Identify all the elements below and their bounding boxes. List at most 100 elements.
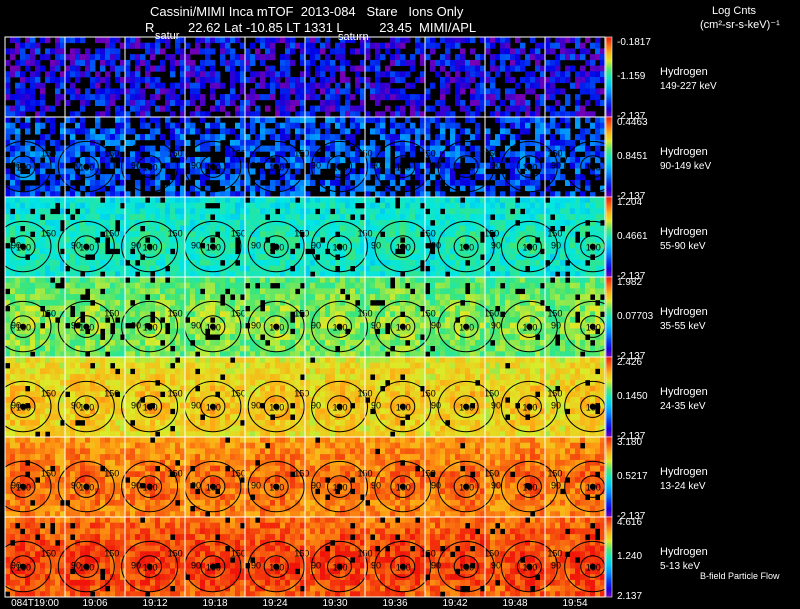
spectrogram-pixel	[265, 328, 271, 335]
spectrogram-pixel	[35, 59, 41, 66]
spectrogram-pixel	[70, 168, 76, 175]
spectrogram-pixel	[45, 219, 51, 226]
spectrogram-pixel	[155, 122, 161, 129]
spectrogram-pixel	[405, 351, 411, 358]
spectrogram-pixel	[510, 242, 516, 249]
spectrogram-pixel	[95, 54, 101, 61]
spectrogram-pixel	[345, 77, 351, 84]
spectrogram-pixel	[250, 265, 256, 272]
spectrogram-pixel	[155, 231, 161, 238]
spectrogram-pixel	[570, 265, 576, 272]
spectrogram-pixel	[150, 259, 156, 266]
spectrogram-pixel	[130, 225, 136, 232]
spectrogram-pixel	[285, 157, 291, 164]
spectrogram-pixel	[445, 294, 451, 301]
spectrogram-pixel	[135, 179, 141, 186]
spectrogram-pixel	[560, 88, 566, 95]
spectrogram-pixel	[125, 65, 131, 72]
spectrogram-pixel	[575, 197, 581, 204]
spectrogram-pixel	[120, 282, 126, 289]
spectrogram-pixel	[270, 71, 276, 78]
spectrogram-pixel	[565, 237, 571, 244]
spectrogram-pixel	[455, 311, 461, 318]
spectrogram-pixel	[355, 111, 361, 118]
spectrogram-pixel	[150, 65, 156, 72]
spectrogram-pixel	[265, 197, 271, 204]
spectrogram-pixel	[240, 334, 246, 341]
spectrogram-pixel	[115, 151, 121, 158]
spectrogram-pixel	[25, 145, 31, 152]
spectrogram-pixel	[310, 288, 316, 295]
spectrogram-pixel	[175, 271, 181, 278]
spectrogram-pixel	[525, 82, 531, 89]
spectrogram-pixel	[555, 99, 561, 106]
spectrogram-pixel	[140, 345, 146, 352]
spectrogram-pixel	[285, 94, 291, 101]
spectrogram-pixel	[100, 145, 106, 152]
spectrogram-pixel	[570, 214, 576, 221]
spectrogram-pixel	[105, 334, 111, 341]
spectrogram-pixel	[225, 145, 231, 152]
spectrogram-pixel	[190, 277, 196, 284]
spectrogram-pixel	[290, 174, 296, 181]
spectrogram-pixel	[110, 254, 116, 261]
spectrogram-pixel	[220, 82, 226, 89]
spectrogram-pixel	[365, 237, 371, 244]
spectrogram-pixel	[505, 202, 511, 209]
spectrogram-pixel	[290, 282, 296, 289]
spectrogram-pixel	[250, 139, 256, 146]
spectrogram-pixel	[525, 214, 531, 221]
spectrogram-pixel	[30, 214, 36, 221]
spectrogram-pixel	[160, 37, 166, 44]
spectrogram-pixel	[380, 117, 386, 124]
spectrogram-pixel	[385, 288, 391, 295]
spectrogram-pixel	[450, 282, 456, 289]
spectrogram-pixel	[390, 128, 396, 135]
spectrogram-pixel	[390, 122, 396, 129]
spectrogram-pixel	[410, 242, 416, 249]
spectrogram-pixel	[100, 311, 106, 318]
spectrogram-pixel	[585, 99, 591, 106]
spectrogram-pixel	[595, 225, 601, 232]
spectrogram-pixel	[115, 71, 121, 78]
spectrogram-pixel	[345, 351, 351, 358]
spectrogram-pixel	[280, 248, 286, 255]
spectrogram-pixel	[145, 248, 151, 255]
spectrogram-pixel	[280, 111, 286, 118]
spectrogram-pixel	[30, 294, 36, 301]
spectrogram-pixel	[365, 231, 371, 238]
spectrogram-pixel	[410, 94, 416, 101]
spectrogram-pixel	[45, 77, 51, 84]
spectrogram-pixel	[215, 99, 221, 106]
spectrogram-pixel	[15, 168, 21, 175]
spectrogram-pixel	[15, 162, 21, 169]
spectrogram-pixel	[320, 219, 326, 226]
spectrogram-pixel	[490, 77, 496, 84]
spectrogram-pixel	[455, 277, 461, 284]
spectrogram-pixel	[160, 351, 166, 358]
spectrogram-pixel	[90, 197, 96, 204]
spectrogram-pixel	[350, 65, 356, 72]
spectrogram-pixel	[440, 317, 446, 324]
spectrogram-pixel	[155, 219, 161, 226]
spectrogram-pixel	[465, 294, 471, 301]
spectrogram-pixel	[60, 254, 66, 261]
spectrogram-pixel	[600, 128, 606, 135]
spectrogram-pixel	[90, 202, 96, 209]
spectrogram-pixel	[130, 88, 136, 95]
spectrogram-pixel	[320, 271, 326, 278]
spectrogram-pixel	[290, 162, 296, 169]
spectrogram-pixel	[90, 134, 96, 141]
spectrogram-pixel	[460, 339, 466, 346]
spectrogram-pixel	[30, 322, 36, 329]
spectrogram-pixel	[360, 168, 366, 175]
spectrogram-pixel	[65, 248, 71, 255]
spectrogram-pixel	[520, 271, 526, 278]
spectrogram-pixel	[130, 305, 136, 312]
spectrogram-pixel	[550, 168, 556, 175]
spectrogram-pixel	[375, 71, 381, 78]
spectrogram-pixel	[600, 259, 606, 266]
spectrogram-pixel	[125, 317, 131, 324]
spectrogram-pixel	[330, 288, 336, 295]
spectrogram-pixel	[555, 237, 561, 244]
